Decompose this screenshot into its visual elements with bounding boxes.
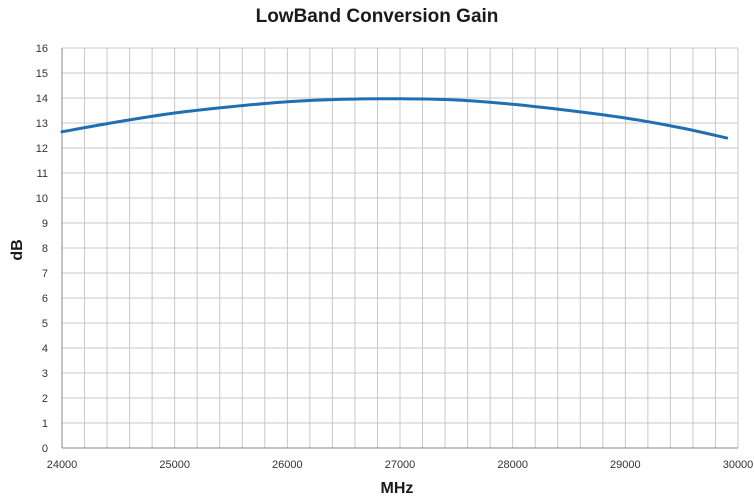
y-tick-label: 16	[36, 43, 48, 55]
y-tick-label: 5	[42, 318, 48, 330]
y-tick-label: 7	[42, 268, 48, 280]
y-tick-label: 2	[42, 393, 48, 405]
y-tick-label: 10	[36, 193, 48, 205]
y-tick-label: 8	[42, 243, 48, 255]
y-tick-label: 14	[36, 93, 48, 105]
y-tick-label: 11	[37, 168, 48, 180]
x-tick-label: 28000	[497, 459, 528, 471]
x-tick-labels: 24000 25000 26000 27000 28000 29000 30000	[47, 459, 754, 471]
x-tick-label: 27000	[385, 459, 416, 471]
chart-title: LowBand Conversion Gain	[255, 6, 499, 27]
series-layer	[60, 97, 729, 140]
x-tick-label: 30000	[723, 459, 754, 471]
x-tick-label: 24000	[47, 459, 78, 471]
y-tick-label: 3	[42, 368, 48, 380]
series-line	[60, 97, 729, 140]
x-axis-label: MHz	[380, 480, 414, 497]
y-tick-label: 6	[42, 293, 48, 305]
y-tick-label: 1	[42, 418, 48, 430]
x-tick-label: 25000	[159, 459, 190, 471]
y-tick-label: 15	[36, 68, 48, 80]
y-tick-label: 4	[42, 343, 48, 355]
x-tick-label: 26000	[272, 459, 303, 471]
y-tick-label: 0	[42, 443, 48, 455]
y-tick-label: 13	[36, 118, 48, 130]
x-tick-label: 29000	[610, 459, 641, 471]
y-tick-label: 12	[36, 143, 48, 155]
grid-lines	[61, 47, 739, 449]
y-tick-label: 9	[42, 218, 48, 230]
